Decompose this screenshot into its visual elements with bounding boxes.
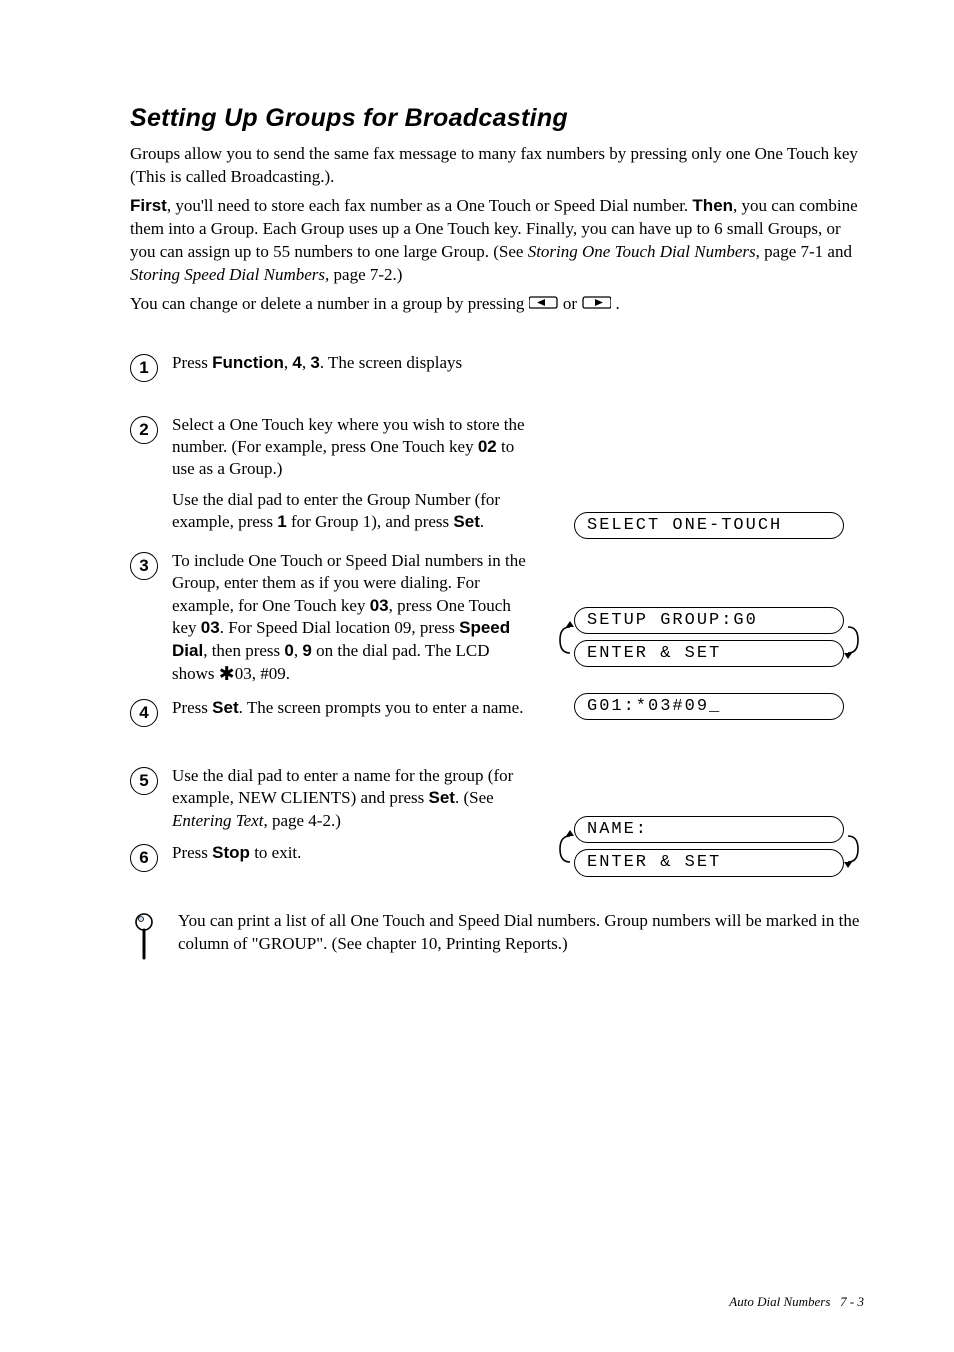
intro-p2: First, you'll need to store each fax num… [130,195,864,287]
note-text: You can print a list of all One Touch an… [178,910,864,956]
key-3: 3 [310,353,319,372]
step-6: 6 Press Stop to exit. [130,842,530,872]
lcd-name: NAME: [574,816,844,843]
magnifier-pin-icon [130,912,162,965]
page-footer: Auto Dial Numbers 7 - 3 [130,1294,864,1310]
step-1: 1 Press Function, 4, 3. The screen displ… [130,352,530,382]
intro-p2-body: , you'll need to store each fax number a… [167,196,693,215]
footer-left [130,1294,133,1310]
lcd-name-pair: NAME: ENTER & SET [554,816,864,880]
step-1-number: 1 [130,354,158,382]
mono-09: #09 [260,664,286,683]
intro-p3-tail: , page 7-2.) [325,265,402,284]
step-1-text: Press Function, 4, 3. The screen display… [172,352,530,382]
onetouch-02: 02 [478,437,497,456]
digit-9: 9 [302,641,311,660]
lcd-select-one-touch-group: SELECT ONE-TOUCH [554,512,864,539]
page: Setting Up Groups for Broadcasting Group… [0,0,954,1352]
dial-1: 1 [277,512,286,531]
lcd-enter-set-1: ENTER & SET [574,640,844,667]
set-key-4: Set [212,698,238,717]
intro-ref-1: Storing One Touch Dial Numbers [528,242,756,261]
footer-section: Auto Dial Numbers [729,1294,830,1309]
otk-03b: 03 [201,618,220,637]
footer-pagenum: 7 - 3 [840,1294,864,1309]
digit-0: 0 [284,641,293,660]
steps-left: 1 Press Function, 4, 3. The screen displ… [130,342,530,875]
set-key-2: Set [453,512,479,531]
intro-p1: Groups allow you to send the same fax me… [130,143,864,189]
stop-key: Stop [212,843,250,862]
lcd-setup-group-pair: SETUP GROUP:G0 ENTER & SET [554,607,864,671]
otk-03a: 03 [370,596,389,615]
lcd-setup-group: SETUP GROUP:G0 [574,607,844,634]
lcd-g01-group: G01:*03#09_ [554,693,864,720]
step-5-text: Use the dial pad to enter a name for the… [172,765,530,832]
entering-text-ref: Entering Text [172,811,263,830]
lcd-select-one-touch: SELECT ONE-TOUCH [574,512,844,539]
key-4: 4 [292,353,301,372]
step-4-number: 4 [130,699,158,727]
step-4-text: Press Set. The screen prompts you to ent… [172,697,530,727]
step-4: 4 Press Set. The screen prompts you to e… [130,697,530,727]
intro-then-label: Then [692,196,733,215]
footer-right: Auto Dial Numbers 7 - 3 [729,1294,864,1310]
left-arrow-key-icon [529,294,559,311]
intro-ref-2: Storing Speed Dial Numbers [130,265,325,284]
set-key-5: Set [429,788,455,807]
step-6-number: 6 [130,844,158,872]
section-heading: Setting Up Groups for Broadcasting [130,104,864,133]
step-2-continue: Use the dial pad to enter the Group Numb… [172,489,530,534]
step-5: 5 Use the dial pad to enter a name for t… [130,765,530,832]
step-3-text: To include One Touch or Speed Dial numbe… [172,550,530,687]
lcd-column: SELECT ONE-TOUCH SETUP GROUP:G0 ENTER & … [554,342,864,881]
step-2: 2 Select a One Touch key where you wish … [130,414,530,481]
lcd-g01: G01:*03#09_ [574,693,844,720]
step-5-number: 5 [130,767,158,795]
right-arrow-key-icon [581,294,611,311]
steps-area: 1 Press Function, 4, 3. The screen displ… [130,342,864,881]
step-3: 3 To include One Touch or Speed Dial num… [130,550,530,687]
step-2-text: Select a One Touch key where you wish to… [172,414,530,481]
step-2-number: 2 [130,416,158,444]
lcd-enter-set-2: ENTER & SET [574,849,844,876]
mono-03: 03 [235,664,252,683]
intro-first-label: First [130,196,167,215]
intro-p3-mid: , page 7-1 and [756,242,852,261]
step-6-text: Press Stop to exit. [172,842,530,872]
change-note: You can change or delete a number in a g… [130,293,864,316]
step-3-number: 3 [130,552,158,580]
function-key: Function [212,353,284,372]
note-block: You can print a list of all One Touch an… [130,910,864,965]
